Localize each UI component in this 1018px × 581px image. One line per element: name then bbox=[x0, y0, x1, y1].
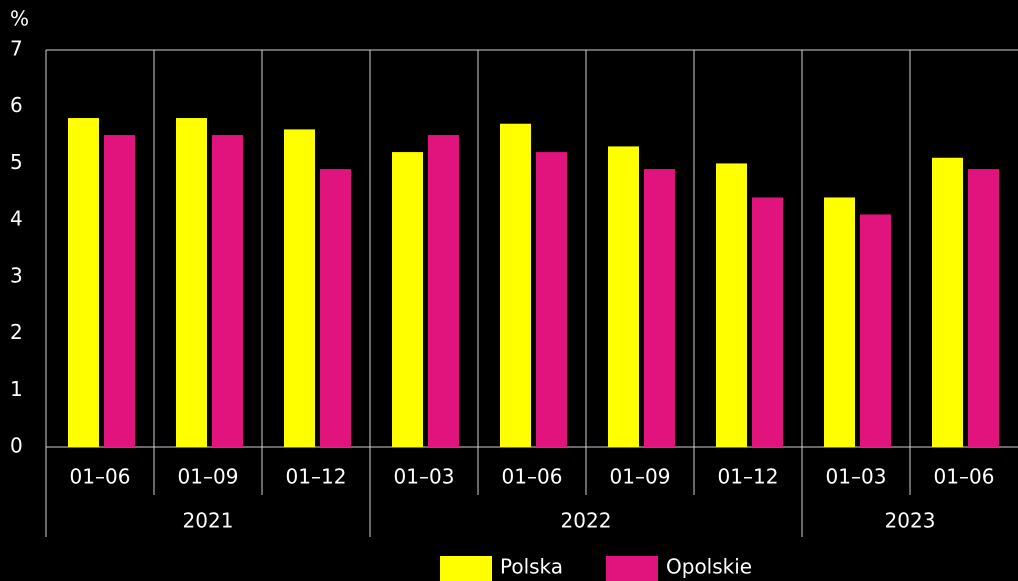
y-tick-label: 0 bbox=[10, 434, 23, 458]
x-tick-label: 01–09 bbox=[178, 465, 239, 489]
bar bbox=[860, 214, 891, 447]
y-tick-label: 5 bbox=[10, 150, 23, 174]
bar bbox=[752, 197, 783, 447]
y-tick-label: 6 bbox=[10, 93, 23, 117]
bar bbox=[284, 129, 315, 447]
group-label: 2023 bbox=[885, 509, 936, 533]
bar bbox=[212, 135, 243, 448]
bar bbox=[68, 118, 99, 448]
bar bbox=[644, 169, 675, 447]
y-tick-label: 4 bbox=[10, 207, 23, 231]
legend-label: Polska bbox=[500, 555, 563, 579]
bar bbox=[320, 169, 351, 447]
x-tick-label: 01–06 bbox=[70, 465, 131, 489]
bar bbox=[824, 197, 855, 447]
x-tick-label: 01–06 bbox=[934, 465, 995, 489]
bar bbox=[716, 163, 747, 447]
y-tick-label: 3 bbox=[10, 263, 23, 287]
bar bbox=[176, 118, 207, 448]
group-label: 2022 bbox=[561, 509, 612, 533]
x-tick-label: 01–06 bbox=[502, 465, 563, 489]
y-tick-label: 7 bbox=[10, 37, 23, 61]
bar bbox=[104, 135, 135, 448]
legend-swatch bbox=[440, 556, 492, 581]
legend-swatch bbox=[606, 556, 658, 581]
x-tick-label: 01–03 bbox=[394, 465, 455, 489]
bar bbox=[428, 135, 459, 448]
bar bbox=[968, 169, 999, 447]
group-label: 2021 bbox=[183, 509, 234, 533]
y-tick-label: 2 bbox=[10, 320, 23, 344]
bar bbox=[608, 146, 639, 447]
x-tick-label: 01–12 bbox=[286, 465, 347, 489]
x-tick-label: 01–09 bbox=[610, 465, 671, 489]
y-tick-label: 1 bbox=[10, 377, 23, 401]
bar bbox=[932, 157, 963, 447]
bar bbox=[536, 152, 567, 448]
bar bbox=[392, 152, 423, 448]
y-axis-label: % bbox=[10, 7, 29, 31]
legend-label: Opolskie bbox=[666, 555, 752, 579]
x-tick-label: 01–12 bbox=[718, 465, 779, 489]
x-tick-label: 01–03 bbox=[826, 465, 887, 489]
bar bbox=[500, 123, 531, 447]
